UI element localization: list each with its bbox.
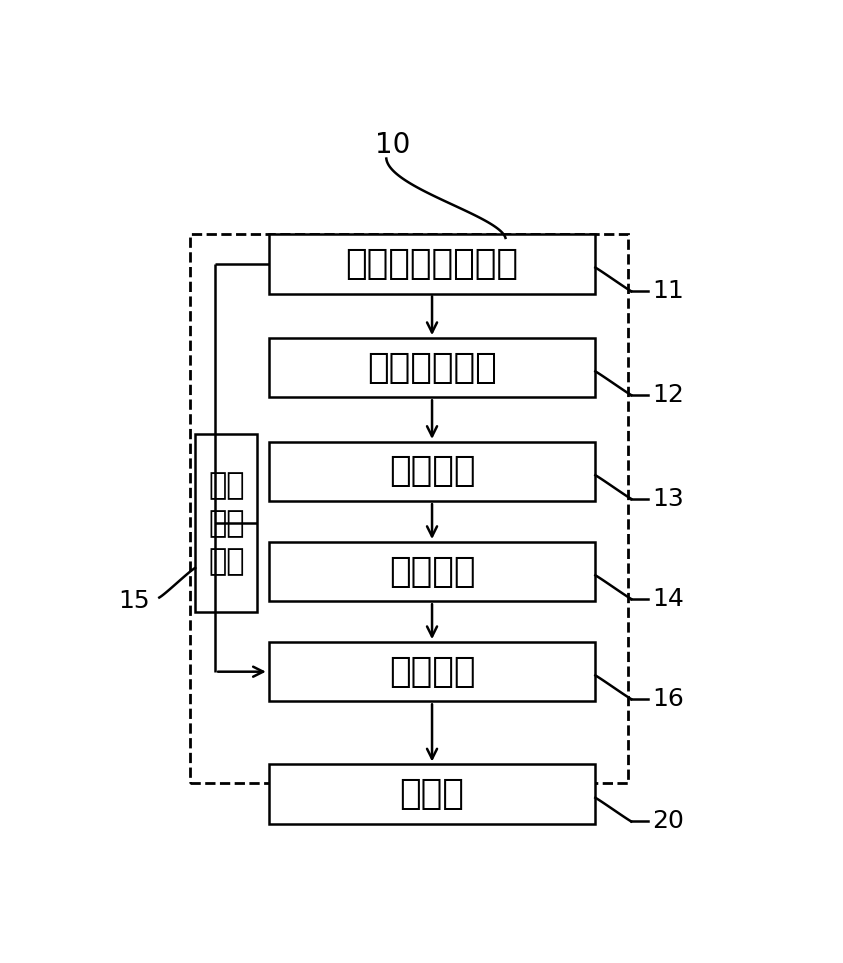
Bar [269,765,595,823]
Text: 15: 15 [118,589,149,613]
Bar [196,434,257,612]
Text: 输出模块: 输出模块 [389,655,475,689]
Text: 电压
检测
模块: 电压 检测 模块 [208,471,244,576]
Text: 11: 11 [652,279,684,303]
Text: 放大模块: 放大模块 [389,455,475,488]
Bar [269,234,595,294]
Text: 红外线激光传感器: 红外线激光传感器 [346,247,518,281]
Text: 计算机: 计算机 [400,777,464,811]
Text: 光电转换模块: 光电转换模块 [368,351,497,384]
Text: 14: 14 [652,587,684,612]
Bar [191,234,628,783]
Text: 10: 10 [375,131,411,159]
Bar [269,338,595,398]
Bar [269,442,595,501]
Text: 12: 12 [652,383,684,407]
Text: 20: 20 [652,810,684,834]
Bar [269,642,595,701]
Text: 16: 16 [652,688,684,711]
Text: 控制模块: 控制模块 [389,555,475,588]
Bar [269,542,595,601]
Text: 13: 13 [652,487,684,511]
